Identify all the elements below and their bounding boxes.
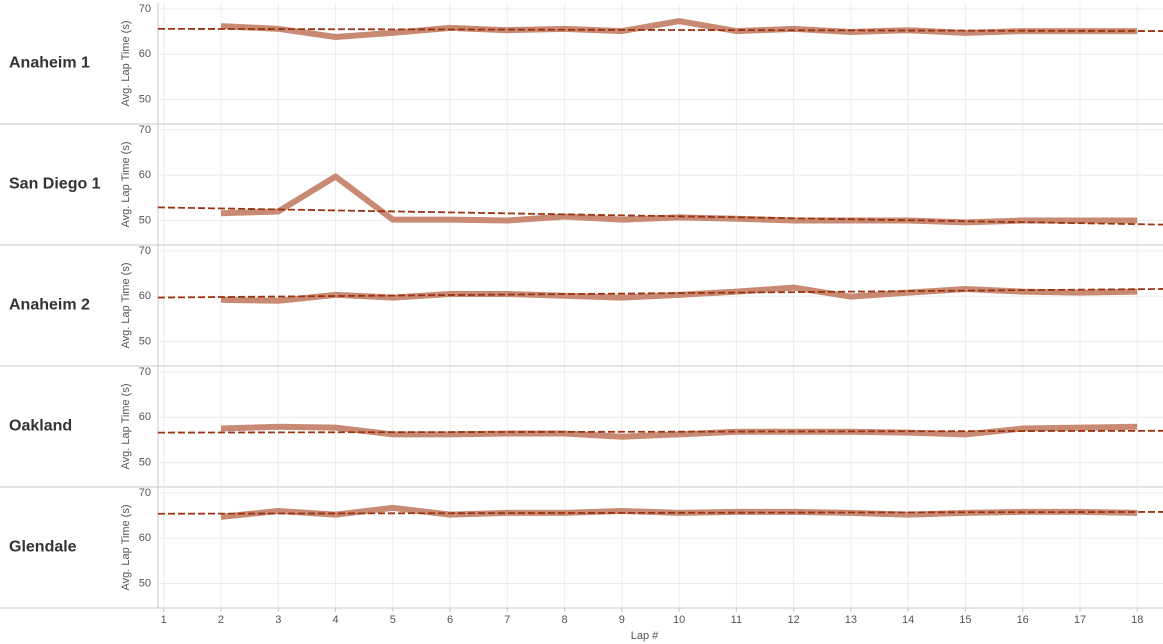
y-tick-label: 60	[139, 290, 151, 302]
y-tick-label: 60	[139, 169, 151, 181]
x-tick-label: 14	[902, 614, 914, 626]
y-tick-label: 70	[139, 366, 151, 378]
x-tick-label: 17	[1074, 614, 1086, 626]
row-title: San Diego 1	[9, 176, 101, 193]
x-tick-label: 13	[845, 614, 857, 626]
y-axis-label: Avg. Lap Time (s)	[120, 263, 132, 349]
x-tick-label: 10	[673, 614, 685, 626]
row-title: Glendale	[9, 539, 77, 556]
trend-line	[157, 288, 1163, 299]
y-tick-label: 60	[139, 48, 151, 60]
y-axis-label: Avg. Lap Time (s)	[120, 505, 132, 591]
x-axis-label: Lap #	[631, 630, 659, 642]
y-tick-label: 50	[139, 93, 151, 105]
y-tick-label: 60	[139, 411, 151, 423]
x-tick-label: 11	[731, 614, 742, 626]
y-tick-label: 50	[139, 214, 151, 226]
x-tick-label: 12	[788, 614, 800, 626]
trend-line	[157, 429, 1163, 434]
x-tick-label: 9	[619, 614, 625, 626]
y-axis-label: Avg. Lap Time (s)	[120, 142, 132, 228]
trend-line	[157, 27, 1163, 32]
y-tick-label: 70	[139, 487, 151, 499]
row-title: Anaheim 1	[9, 55, 90, 72]
x-tick-label: 8	[562, 614, 568, 626]
y-tick-label: 70	[139, 245, 151, 257]
y-tick-label: 70	[139, 3, 151, 15]
row-title: Anaheim 2	[9, 297, 90, 314]
x-tick-label: 4	[332, 614, 338, 626]
x-tick-label: 6	[447, 614, 453, 626]
trend-line	[157, 206, 1163, 226]
trend-line	[157, 511, 1163, 515]
x-tick-label: 15	[959, 614, 971, 626]
y-tick-label: 50	[139, 335, 151, 347]
row-title: Oakland	[9, 418, 72, 435]
x-tick-label: 1	[161, 614, 167, 626]
y-tick-label: 50	[139, 577, 151, 589]
y-tick-label: 60	[139, 532, 151, 544]
y-tick-label: 50	[139, 456, 151, 468]
x-tick-label: 3	[275, 614, 281, 626]
data-line	[220, 18, 1138, 40]
x-tick-label: 7	[504, 614, 510, 626]
x-tick-label: 5	[390, 614, 396, 626]
x-tick-label: 16	[1017, 614, 1029, 626]
x-tick-label: 2	[218, 614, 224, 626]
y-tick-label: 70	[139, 124, 151, 136]
x-tick-label: 18	[1131, 614, 1143, 626]
y-axis-label: Avg. Lap Time (s)	[120, 21, 132, 107]
y-axis-label: Avg. Lap Time (s)	[120, 384, 132, 470]
